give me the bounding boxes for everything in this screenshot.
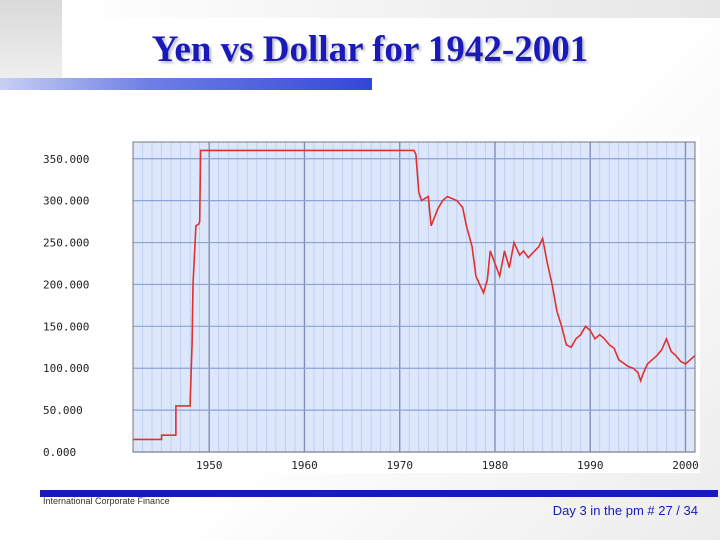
footer-course-name: International Corporate Finance <box>43 496 170 506</box>
y-tick-label: 0.000 <box>43 446 76 459</box>
x-tick-label: 2000 <box>672 459 699 472</box>
y-tick-label: 100.000 <box>43 362 89 375</box>
yen-dollar-line-chart: 0.000 50.000 100.000 150.000 200.000 250.000 3… <box>43 141 699 472</box>
exchange-rate-line <box>133 149 696 441</box>
x-tick-label: 1970 <box>386 459 413 472</box>
top-decoration-band <box>62 0 720 18</box>
footer-bar <box>40 490 718 497</box>
x-tick-label: 1980 <box>482 459 509 472</box>
footer-page-info: Day 3 in the pm # 27 / 34 <box>552 503 698 518</box>
axis-labels: 0.000 50.000 100.000 150.000 200.000 250.000 3… <box>43 153 699 472</box>
y-tick-label: 300.000 <box>43 195 89 208</box>
y-tick-label: 250.000 <box>43 237 89 250</box>
x-tick-label: 1990 <box>577 459 604 472</box>
x-tick-label: 1950 <box>196 459 223 472</box>
plot-area <box>133 142 695 452</box>
slide-title: Yen vs Dollar for 1942-2001 <box>151 29 589 70</box>
y-tick-label: 350.000 <box>43 153 89 166</box>
y-tick-label: 50.000 <box>43 404 83 417</box>
plot-frame <box>132 141 696 453</box>
y-tick-label: 200.000 <box>43 278 89 291</box>
title-underline-bar <box>0 78 372 90</box>
x-tick-label: 1960 <box>291 459 318 472</box>
corner-decoration <box>0 0 62 80</box>
y-tick-label: 150.000 <box>43 320 89 333</box>
chart-panel: 0.000 50.000 100.000 150.000 200.000 250.000 3… <box>40 137 700 473</box>
grid-layer <box>132 142 696 453</box>
